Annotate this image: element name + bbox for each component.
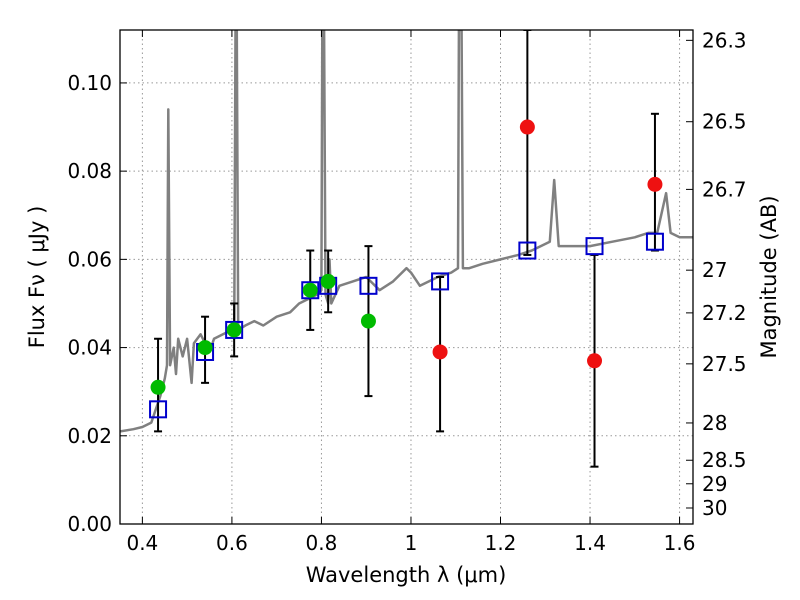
model-square-marker — [585, 237, 604, 256]
mag-tick-label: 29 — [702, 472, 727, 496]
x-tick-label: 1.6 — [664, 531, 696, 555]
mag-tick-label: 28.5 — [702, 448, 747, 472]
mag-tick-label: 28 — [702, 411, 727, 435]
optical-dot-marker — [320, 273, 336, 289]
mag-tick-label: 27 — [702, 258, 727, 282]
y-tick-label: 0.02 — [67, 424, 112, 448]
y-tick-label: 0.04 — [67, 336, 112, 360]
model-square-marker — [149, 400, 168, 419]
y-tick-label: 0.10 — [67, 71, 112, 95]
nir-dot-marker — [647, 176, 663, 192]
model-square-marker — [301, 281, 320, 300]
x-tick-label: 1.2 — [485, 531, 517, 555]
y-tick-label: 0.00 — [67, 512, 112, 536]
optical-dot-marker — [150, 379, 166, 395]
x-tick-label: 0.4 — [126, 531, 158, 555]
x-tick-label: 0.8 — [306, 531, 338, 555]
y2-axis-label: Magnitude (AB) — [757, 195, 781, 358]
y-axis-label: Flux Fν ( μJy ) — [25, 206, 49, 349]
plot-frame — [119, 29, 694, 525]
mag-tick-label: 26.7 — [702, 177, 747, 201]
model-square-marker — [359, 276, 378, 295]
nir-dot-marker — [587, 353, 603, 369]
x-tick-label: 1.4 — [574, 531, 606, 555]
mag-tick-label: 26.5 — [702, 110, 747, 134]
x-tick-label: 0.6 — [216, 531, 248, 555]
mag-tick-label: 26.3 — [702, 28, 747, 52]
y-tick-label: 0.06 — [67, 247, 112, 271]
axis-ticks: 0.4 0.6 0.8 1 1.2 1.4 1.6 0.00 0.02 0.04 0.06 0.08 0… — [67, 28, 746, 555]
x-axis-label: Wavelength λ (μm) — [306, 563, 507, 587]
nir-dot-marker — [432, 344, 448, 360]
mag-tick-label: 30 — [702, 496, 727, 520]
model-square-marker — [431, 272, 450, 291]
optical-dot-marker — [226, 322, 242, 338]
model-square-marker — [645, 232, 664, 251]
optical-dot-marker — [197, 340, 213, 356]
model-square-marker — [225, 320, 244, 339]
plot-area — [120, 30, 693, 468]
model-square-marker — [518, 241, 537, 260]
mag-tick-label: 27.2 — [702, 301, 747, 325]
nir-dot-marker — [519, 119, 535, 135]
optical-dot-marker — [302, 282, 318, 298]
mag-tick-label: 27.5 — [702, 352, 747, 376]
x-tick-label: 1 — [405, 531, 418, 555]
optical-dot-marker — [360, 313, 376, 329]
y-tick-label: 0.08 — [67, 159, 112, 183]
